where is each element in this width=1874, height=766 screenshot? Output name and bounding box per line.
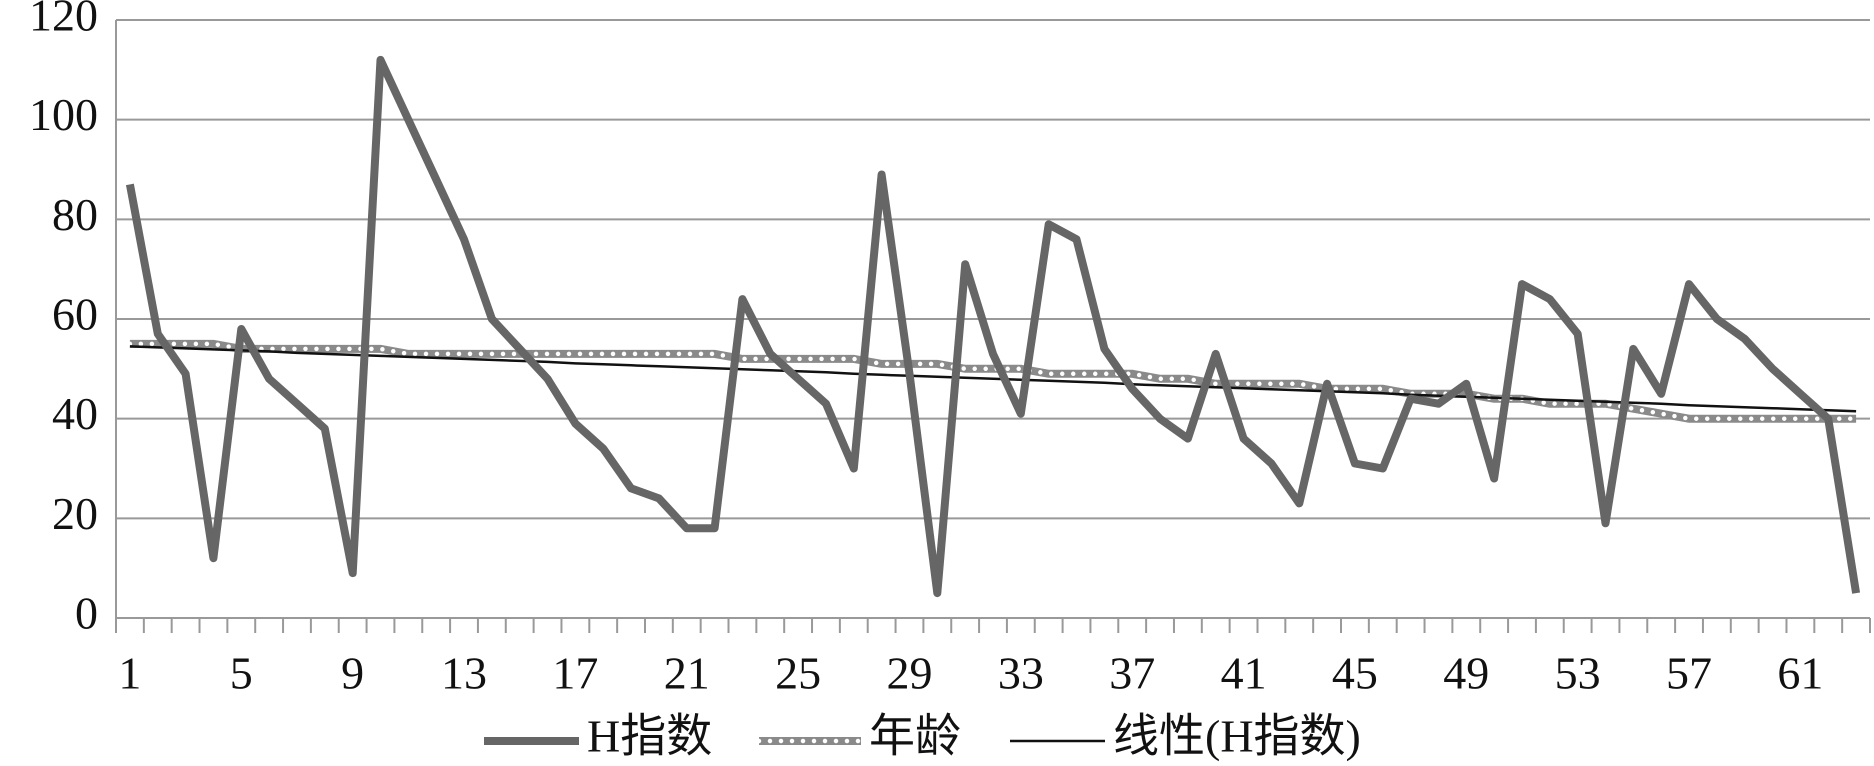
series-line [129,339,1857,423]
y-tick-label: 0 [75,588,98,639]
y-tick-label: 100 [29,89,98,140]
y-tick-label: 40 [52,388,98,439]
x-tick-label: 25 [775,648,821,699]
x-tick-label: 21 [664,648,710,699]
x-tick-label: 41 [1221,648,1267,699]
x-tick-label: 45 [1332,648,1378,699]
x-tick-label: 53 [1555,648,1601,699]
x-tick-label: 61 [1777,648,1823,699]
x-tick-label: 9 [341,648,364,699]
x-tick-label: 57 [1666,648,1712,699]
y-tick-label: 80 [52,189,98,240]
series-line [125,55,1861,598]
x-tick-label: 13 [441,648,487,699]
series-line [129,345,1857,413]
x-tick-label: 33 [998,648,1044,699]
y-tick-label: 120 [29,0,98,41]
y-tick-label: 20 [52,488,98,539]
x-tick-label: 49 [1443,648,1489,699]
x-tick-label: 37 [1109,648,1155,699]
legend-label: 线性(H指数) [1113,711,1361,762]
y-tick-label: 60 [52,289,98,340]
legend-label: H指数 [587,711,712,762]
x-tick-label: 1 [118,648,141,699]
x-tick-label: 5 [230,648,253,699]
x-tick-label: 29 [886,648,932,699]
x-tick-label: 17 [552,648,598,699]
legend-label: 年龄 [869,711,961,762]
